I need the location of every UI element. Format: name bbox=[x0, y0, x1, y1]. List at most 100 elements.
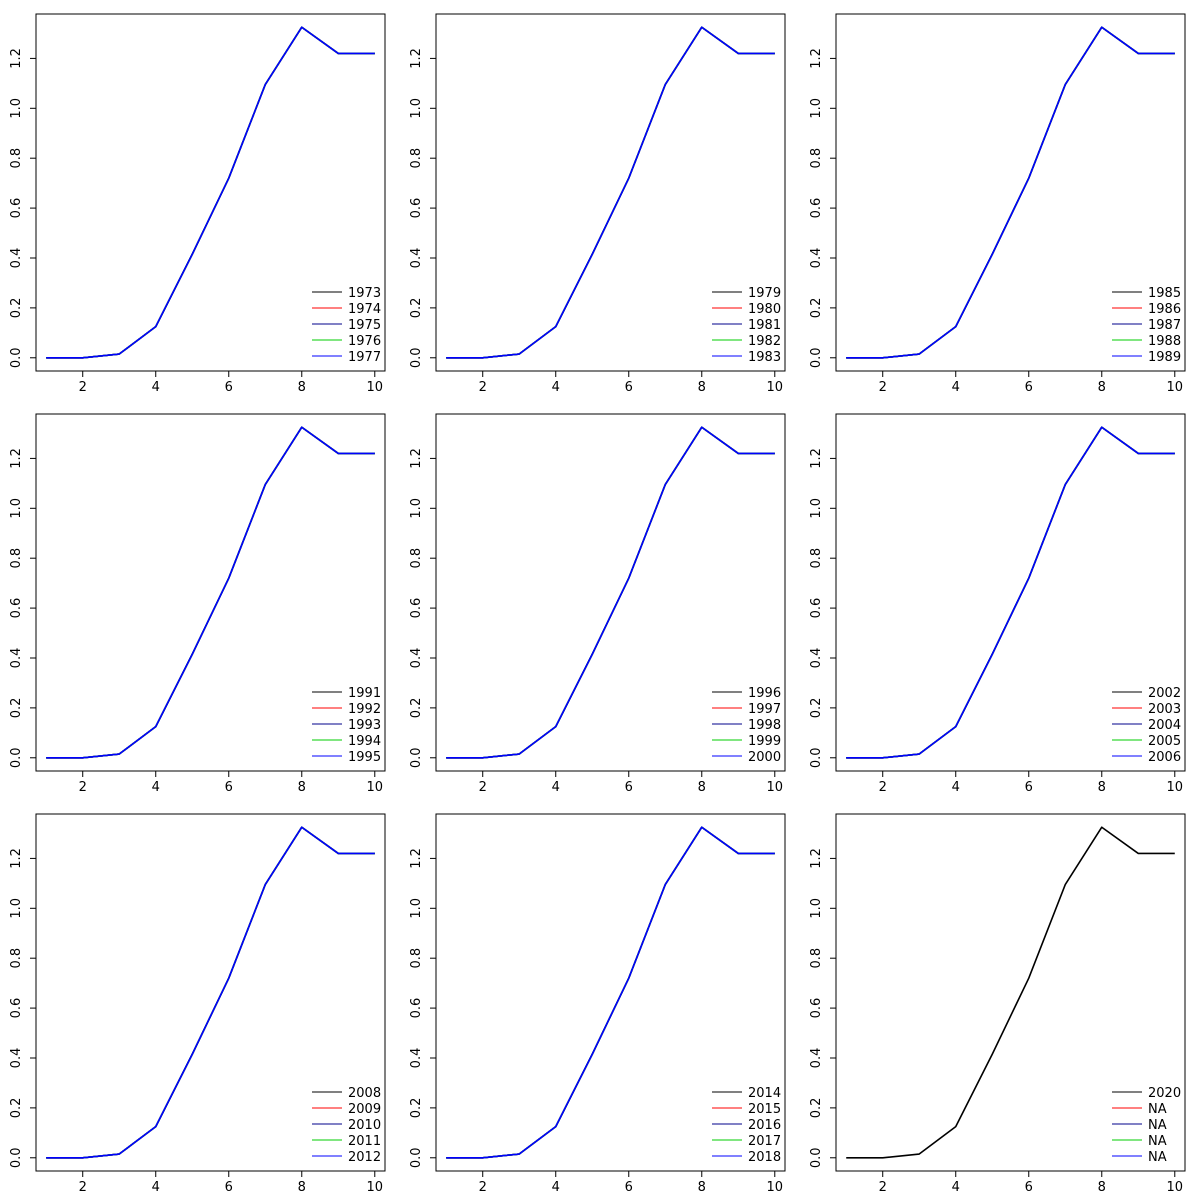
y-tick-label: 0.8 bbox=[9, 548, 24, 569]
y-tick-label: 0.2 bbox=[809, 1098, 824, 1119]
y-tick-label: 0.4 bbox=[409, 248, 424, 269]
y-tick-label: 1.2 bbox=[9, 848, 24, 869]
x-tick-label: 10 bbox=[767, 780, 784, 795]
x-tick-label: 10 bbox=[1167, 380, 1184, 395]
x-tick-label: 6 bbox=[225, 780, 233, 795]
chart-panel: 2 4 6 8 100.00.20.40.60.81.01.21979198019811… bbox=[409, 13, 786, 395]
plot-frame bbox=[435, 413, 786, 772]
y-tick-label: 0.2 bbox=[409, 298, 424, 319]
x-tick-label: 2 bbox=[879, 1180, 887, 1195]
y-tick-label: 0.4 bbox=[809, 648, 824, 669]
legend-label: 1998 bbox=[748, 718, 781, 733]
x-tick-label: 10 bbox=[767, 1180, 784, 1195]
legend-label: 2008 bbox=[348, 1086, 381, 1101]
x-tick-label: 2 bbox=[879, 780, 887, 795]
y-tick-label: 1.2 bbox=[809, 448, 824, 469]
y-tick-label: 0.6 bbox=[809, 998, 824, 1019]
legend-label: NA bbox=[1148, 1150, 1167, 1165]
y-tick-label: 0.8 bbox=[809, 948, 824, 969]
y-tick-label: 0.8 bbox=[409, 948, 424, 969]
chart-panel: 2 4 6 8 100.00.20.40.60.81.01.22008200920102… bbox=[9, 813, 386, 1195]
y-tick-label: 0.6 bbox=[409, 598, 424, 619]
legend-label: 1979 bbox=[748, 286, 781, 301]
x-tick-label: 4 bbox=[152, 780, 160, 795]
x-tick-label: 10 bbox=[1167, 780, 1184, 795]
x-tick-label: 2 bbox=[79, 1180, 87, 1195]
y-tick-label: 0.6 bbox=[809, 598, 824, 619]
y-tick-label: 0.6 bbox=[409, 998, 424, 1019]
x-tick-label: 10 bbox=[367, 380, 384, 395]
chart-panel: 2 4 6 8 100.00.20.40.60.81.01.21985198619871… bbox=[809, 13, 1186, 395]
legend-label: 1988 bbox=[1148, 334, 1181, 349]
y-tick-label: 0.8 bbox=[9, 148, 24, 169]
y-tick-label: 0.6 bbox=[9, 598, 24, 619]
y-tick-label: 0.8 bbox=[409, 548, 424, 569]
y-tick-label: 0.2 bbox=[409, 698, 424, 719]
legend-label: 1980 bbox=[748, 302, 781, 317]
y-tick-label: 1.2 bbox=[9, 48, 24, 69]
x-tick-label: 8 bbox=[698, 1180, 706, 1195]
y-tick-label: 0.2 bbox=[809, 698, 824, 719]
legend-label: 2005 bbox=[1148, 734, 1181, 749]
y-tick-label: 0.4 bbox=[9, 1048, 24, 1069]
plot-frame bbox=[435, 813, 786, 1172]
y-tick-label: 0.6 bbox=[809, 198, 824, 219]
y-tick-label: 0.4 bbox=[409, 1048, 424, 1069]
legend-label: 2020 bbox=[1148, 1086, 1181, 1101]
x-tick-label: 4 bbox=[152, 1180, 160, 1195]
legend-label: 1981 bbox=[748, 318, 781, 333]
legend-label: 2006 bbox=[1148, 750, 1181, 765]
x-tick-label: 10 bbox=[767, 380, 784, 395]
legend-label: 2004 bbox=[1148, 718, 1181, 733]
x-tick-label: 4 bbox=[552, 380, 560, 395]
legend-label: 2010 bbox=[348, 1118, 381, 1133]
y-tick-label: 0.0 bbox=[809, 747, 824, 768]
y-tick-label: 0.4 bbox=[9, 648, 24, 669]
series-line bbox=[446, 26, 775, 359]
chart-panel: 2 4 6 8 100.00.20.40.60.81.01.22014201520162… bbox=[409, 813, 786, 1195]
y-tick-label: 1.2 bbox=[409, 448, 424, 469]
x-tick-label: 4 bbox=[552, 1180, 560, 1195]
x-tick-label: 4 bbox=[952, 1180, 960, 1195]
legend-label: 1975 bbox=[348, 318, 381, 333]
legend-label: 2016 bbox=[748, 1118, 781, 1133]
legend-label: 1976 bbox=[348, 334, 381, 349]
y-tick-label: 0.6 bbox=[9, 198, 24, 219]
plot-frame bbox=[835, 13, 1186, 372]
legend-label: 2012 bbox=[348, 1150, 381, 1165]
y-tick-label: 1.0 bbox=[809, 898, 824, 919]
x-tick-label: 4 bbox=[552, 780, 560, 795]
legend-label: 2003 bbox=[1148, 702, 1181, 717]
legend-label: 2015 bbox=[748, 1102, 781, 1117]
y-tick-label: 0.0 bbox=[409, 347, 424, 368]
series-line bbox=[46, 26, 375, 359]
chart-panel: 2 4 6 8 100.00.20.40.60.81.01.22002200320042… bbox=[809, 413, 1186, 795]
x-tick-label: 6 bbox=[625, 780, 633, 795]
y-tick-label: 1.2 bbox=[809, 848, 824, 869]
plot-frame bbox=[435, 13, 786, 372]
legend-label: 1974 bbox=[348, 302, 381, 317]
legend-label: 1983 bbox=[748, 350, 781, 365]
legend-label: 2017 bbox=[748, 1134, 781, 1149]
legend-label: 1987 bbox=[1148, 318, 1181, 333]
y-tick-label: 0.8 bbox=[809, 548, 824, 569]
legend-label: 1991 bbox=[348, 686, 381, 701]
series-line bbox=[446, 426, 775, 759]
legend-label: 1982 bbox=[748, 334, 781, 349]
y-tick-label: 1.0 bbox=[809, 498, 824, 519]
x-tick-label: 2 bbox=[79, 380, 87, 395]
x-tick-label: 4 bbox=[952, 780, 960, 795]
y-tick-label: 0.0 bbox=[9, 347, 24, 368]
y-tick-label: 1.0 bbox=[809, 98, 824, 119]
legend-label: 1996 bbox=[748, 686, 781, 701]
y-tick-label: 1.0 bbox=[9, 498, 24, 519]
y-tick-label: 0.8 bbox=[409, 148, 424, 169]
x-tick-label: 8 bbox=[298, 380, 306, 395]
y-tick-label: 0.8 bbox=[809, 148, 824, 169]
y-tick-label: 1.0 bbox=[409, 498, 424, 519]
x-tick-label: 8 bbox=[698, 780, 706, 795]
legend-label: NA bbox=[1148, 1102, 1167, 1117]
x-tick-label: 6 bbox=[1025, 1180, 1033, 1195]
series-line bbox=[46, 426, 375, 759]
